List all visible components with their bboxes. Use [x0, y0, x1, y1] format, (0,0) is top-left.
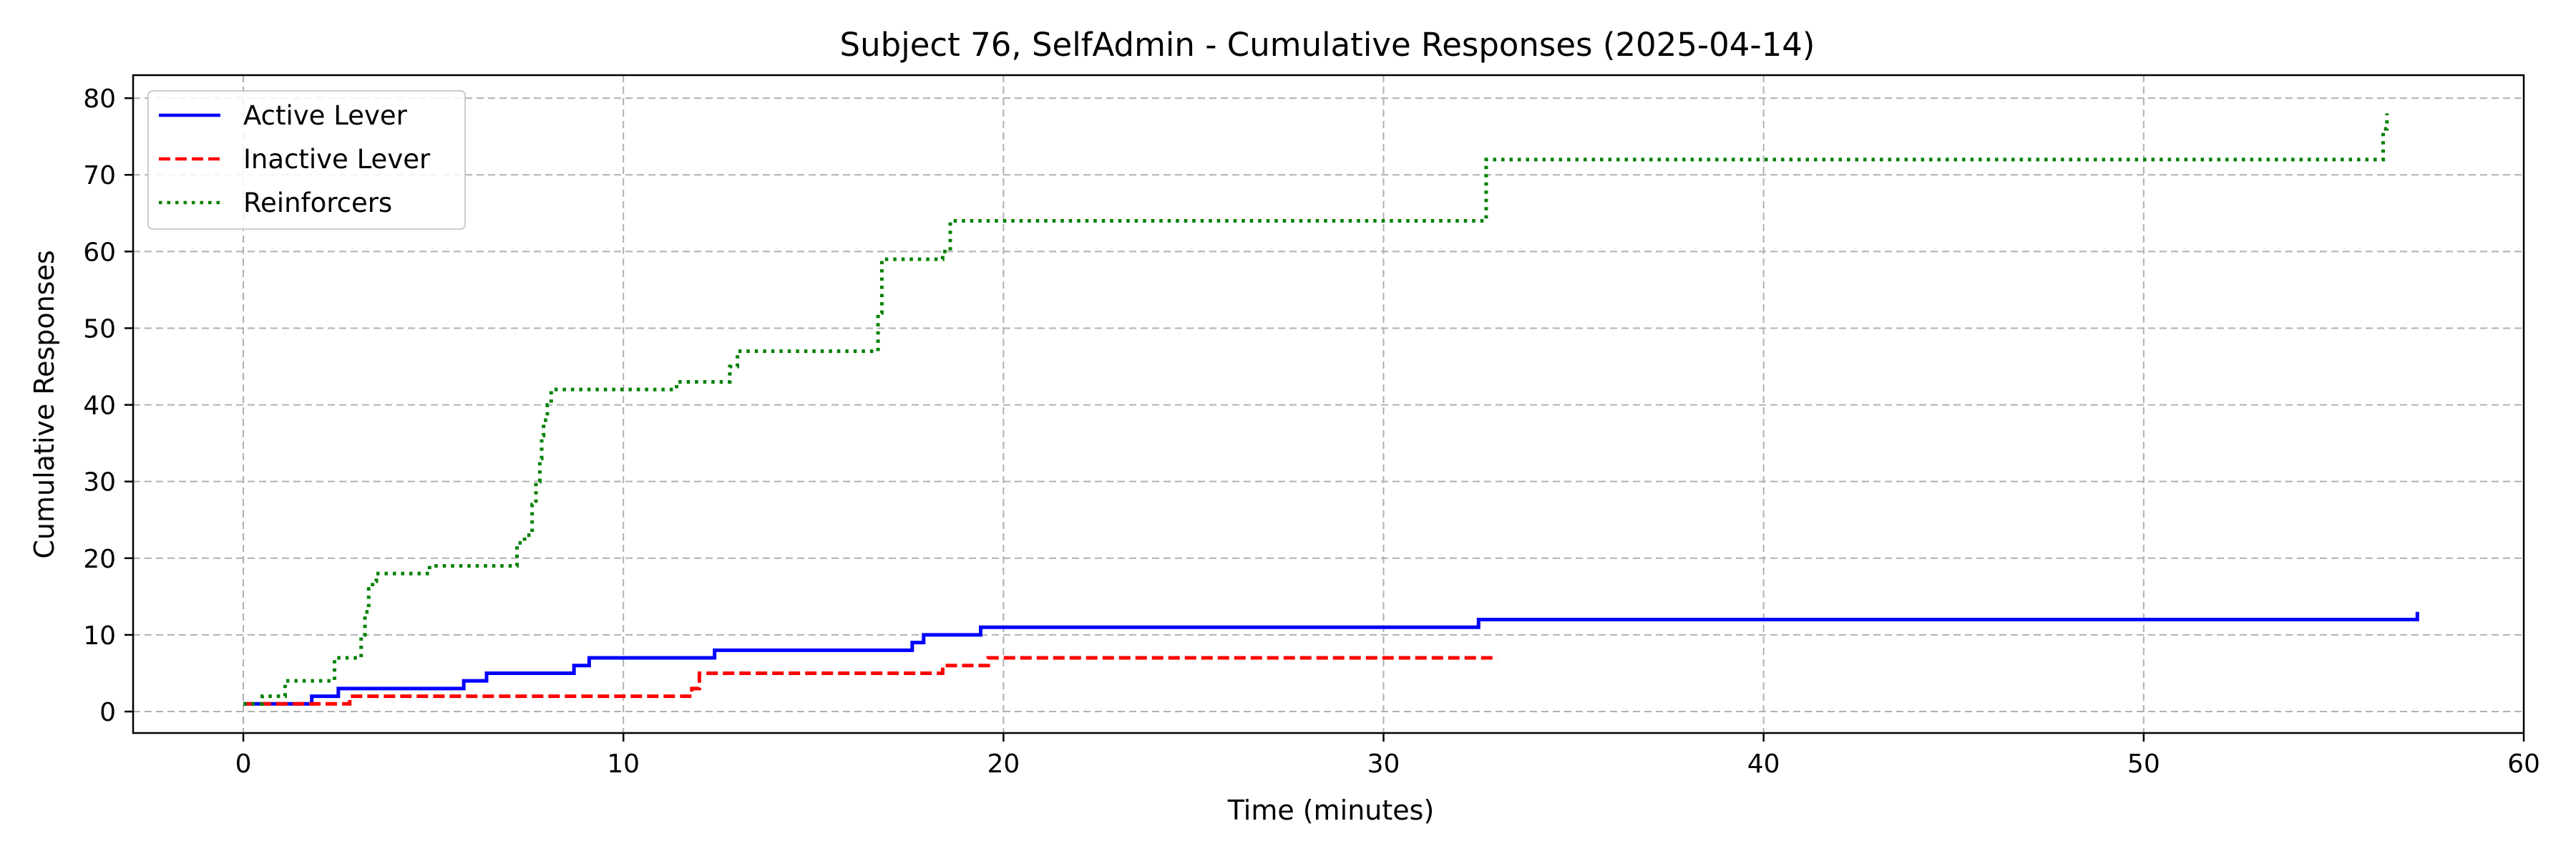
legend-label-active: Active Lever — [243, 100, 408, 131]
x-tick-label: 10 — [607, 749, 640, 779]
x-tick-label: 60 — [2507, 749, 2540, 779]
y-tick-label: 10 — [83, 621, 116, 651]
y-tick-label: 40 — [83, 392, 116, 421]
y-tick-label: 60 — [83, 238, 116, 267]
legend: Active Lever Inactive Lever Reinforcers — [147, 90, 466, 230]
series-line-active-lever — [243, 611, 2419, 706]
series-group — [243, 113, 2419, 706]
x-tick-label: 0 — [235, 749, 252, 779]
x-axis-title: Time (minutes) — [1227, 795, 1435, 826]
y-tick-label: 30 — [83, 468, 116, 498]
legend-label-reinforcers: Reinforcers — [243, 188, 392, 218]
x-tick-label: 20 — [987, 749, 1020, 779]
grid — [133, 75, 2524, 733]
legend-box — [147, 90, 466, 230]
y-axis: 0 10 20 30 40 50 60 70 80 — [83, 84, 133, 727]
y-tick-label: 0 — [99, 698, 116, 727]
series-line-reinforcers — [243, 113, 2389, 706]
x-axis: 0 10 20 30 40 50 60 — [235, 733, 2540, 779]
x-tick-label: 30 — [1367, 749, 1400, 779]
y-tick-label: 80 — [83, 84, 116, 114]
series-line-inactive-lever — [243, 656, 1498, 706]
chart-title: Subject 76, SelfAdmin - Cumulative Respo… — [840, 26, 1815, 64]
y-axis-title: Cumulative Responses — [29, 250, 60, 558]
y-tick-label: 50 — [83, 314, 116, 344]
x-tick-label: 50 — [2127, 749, 2160, 779]
y-tick-label: 70 — [83, 161, 116, 190]
x-tick-label: 40 — [1747, 749, 1780, 779]
legend-label-inactive: Inactive Lever — [243, 144, 431, 175]
y-tick-label: 20 — [83, 545, 116, 574]
